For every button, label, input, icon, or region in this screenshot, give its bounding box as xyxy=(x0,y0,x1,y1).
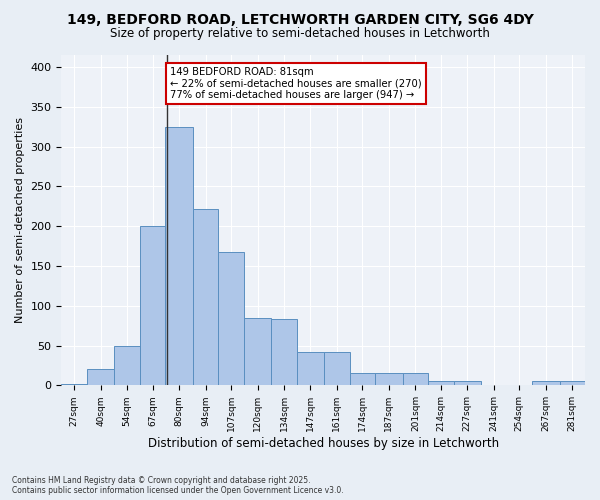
Bar xyxy=(428,382,454,386)
Bar xyxy=(271,320,297,386)
Text: 149, BEDFORD ROAD, LETCHWORTH GARDEN CITY, SG6 4DY: 149, BEDFORD ROAD, LETCHWORTH GARDEN CIT… xyxy=(67,12,533,26)
Y-axis label: Number of semi-detached properties: Number of semi-detached properties xyxy=(15,117,25,323)
Bar xyxy=(506,384,532,386)
Bar xyxy=(61,384,87,386)
Bar xyxy=(193,208,218,386)
Bar xyxy=(403,374,428,386)
Bar xyxy=(115,346,140,386)
Text: Contains HM Land Registry data © Crown copyright and database right 2025.
Contai: Contains HM Land Registry data © Crown c… xyxy=(12,476,344,495)
Bar xyxy=(560,382,585,386)
X-axis label: Distribution of semi-detached houses by size in Letchworth: Distribution of semi-detached houses by … xyxy=(148,437,499,450)
Bar xyxy=(244,318,271,386)
Bar xyxy=(297,352,324,386)
Bar xyxy=(375,374,403,386)
Bar xyxy=(454,382,481,386)
Bar xyxy=(140,226,166,386)
Bar xyxy=(481,384,506,386)
Text: 149 BEDFORD ROAD: 81sqm
← 22% of semi-detached houses are smaller (270)
77% of s: 149 BEDFORD ROAD: 81sqm ← 22% of semi-de… xyxy=(170,67,422,100)
Bar xyxy=(324,352,350,386)
Bar xyxy=(166,126,193,386)
Text: Size of property relative to semi-detached houses in Letchworth: Size of property relative to semi-detach… xyxy=(110,28,490,40)
Bar xyxy=(87,370,115,386)
Bar xyxy=(532,380,560,386)
Bar xyxy=(350,374,375,386)
Bar xyxy=(218,252,244,386)
